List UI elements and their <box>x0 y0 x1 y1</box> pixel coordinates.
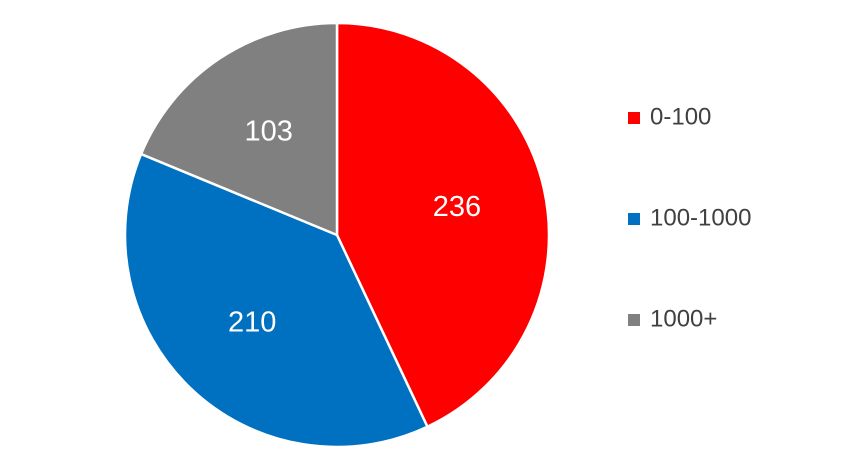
data-label: 236 <box>433 191 481 223</box>
data-label: 103 <box>244 115 292 147</box>
data-label: 210 <box>228 307 276 339</box>
pie-slice <box>123 152 430 449</box>
pie-slice <box>139 21 339 237</box>
legend-swatch <box>628 112 640 124</box>
legend-label: 0-100 <box>650 103 711 130</box>
legend-swatch <box>628 213 640 225</box>
legend-swatch <box>628 314 640 326</box>
pie-slice <box>335 21 551 429</box>
legend-label: 1000+ <box>650 305 717 332</box>
legend-label: 100-1000 <box>650 204 751 231</box>
